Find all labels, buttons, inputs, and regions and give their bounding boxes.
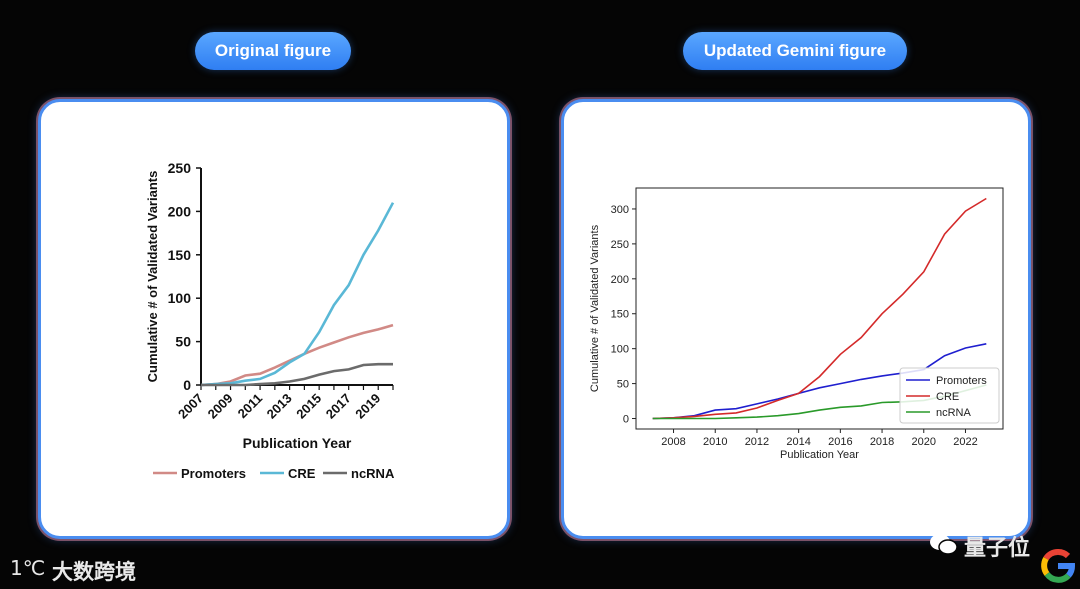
y-tick-label: 200 xyxy=(611,274,629,286)
y-tick-label: 150 xyxy=(168,247,192,263)
wechat-icon xyxy=(928,532,958,556)
y-axis-label: Cumulative # of Validated Variants xyxy=(589,224,601,392)
y-tick-label: 150 xyxy=(611,309,629,321)
legend-label: Promoters xyxy=(181,466,246,481)
plot-frame xyxy=(635,187,1004,430)
series-line-promoters xyxy=(200,323,394,387)
original-figure-card: 0 50 100 150 200 250 2007 2009 2011 2013 2015 2017 2… xyxy=(38,99,510,539)
series-line-cre xyxy=(200,202,395,387)
x-axis-label: Publication Year xyxy=(243,435,352,451)
y-tick-label: 50 xyxy=(175,334,191,350)
x-tick-label: 2014 xyxy=(786,436,810,448)
left-watermark-logo: 1℃ xyxy=(10,556,46,580)
x-tick-label: 2015 xyxy=(293,391,324,422)
y-tick-label: 100 xyxy=(611,344,629,356)
y-tick-label: 50 xyxy=(617,379,629,391)
y-axis-label: Cumulative # of Validated Variants xyxy=(145,171,160,383)
series-line-cre xyxy=(652,197,987,420)
x-tick-label: 2019 xyxy=(352,391,383,422)
legend-label: CRE xyxy=(936,391,959,403)
left-watermark-text: 大数跨境 xyxy=(52,560,136,584)
x-tick-label: 2018 xyxy=(870,436,894,448)
right-watermark-text: 量子位 xyxy=(964,536,1031,561)
x-axis-label: Publication Year xyxy=(780,449,859,461)
x-tick-label: 2007 xyxy=(175,391,206,422)
series-line-promoters xyxy=(652,343,987,420)
series-line-ncrna xyxy=(201,362,393,387)
x-tick-label: 2022 xyxy=(953,436,977,448)
y-tick-label: 0 xyxy=(183,377,191,393)
y-tick-label: 100 xyxy=(168,290,192,306)
y-tick-label: 200 xyxy=(168,203,192,219)
y-tick-label: 250 xyxy=(168,160,192,176)
original-chart: 0 50 100 150 200 250 2007200920112013201520172… xyxy=(145,160,395,481)
legend-label: CRE xyxy=(288,466,316,481)
x-tick-label: 2020 xyxy=(912,436,936,448)
google-logo-icon xyxy=(1040,548,1076,584)
legend-label: Promoters xyxy=(936,375,987,387)
updated-figure-card: 0 50 100 150 200 250 300 2008 2010 2012 2014 2016 20… xyxy=(561,99,1031,539)
y-tick-label: 300 xyxy=(611,204,629,216)
x-tick-label: 2010 xyxy=(703,436,727,448)
y-tick-label: 250 xyxy=(611,239,629,251)
legend-label: ncRNA xyxy=(936,407,972,419)
legend-label: ncRNA xyxy=(351,466,395,481)
original-figure-label: Original figure xyxy=(195,32,351,70)
updated-chart: 0 50 100 150 200 250 300 2008 2010 2012 2014 2016 20… xyxy=(589,187,1004,461)
updated-figure-label: Updated Gemini figure xyxy=(683,32,907,70)
y-tick-label: 0 xyxy=(623,414,629,426)
legend-box xyxy=(899,367,1000,424)
x-tick-label: 2017 xyxy=(323,391,354,422)
x-tick-label: 2012 xyxy=(745,436,769,448)
x-tick-label: 2008 xyxy=(661,436,685,448)
x-tick-label: 2011 xyxy=(235,391,266,422)
x-tick-label: 2013 xyxy=(264,391,295,422)
x-tick-label: 2009 xyxy=(205,391,236,422)
x-tick-label: 2016 xyxy=(828,436,852,448)
